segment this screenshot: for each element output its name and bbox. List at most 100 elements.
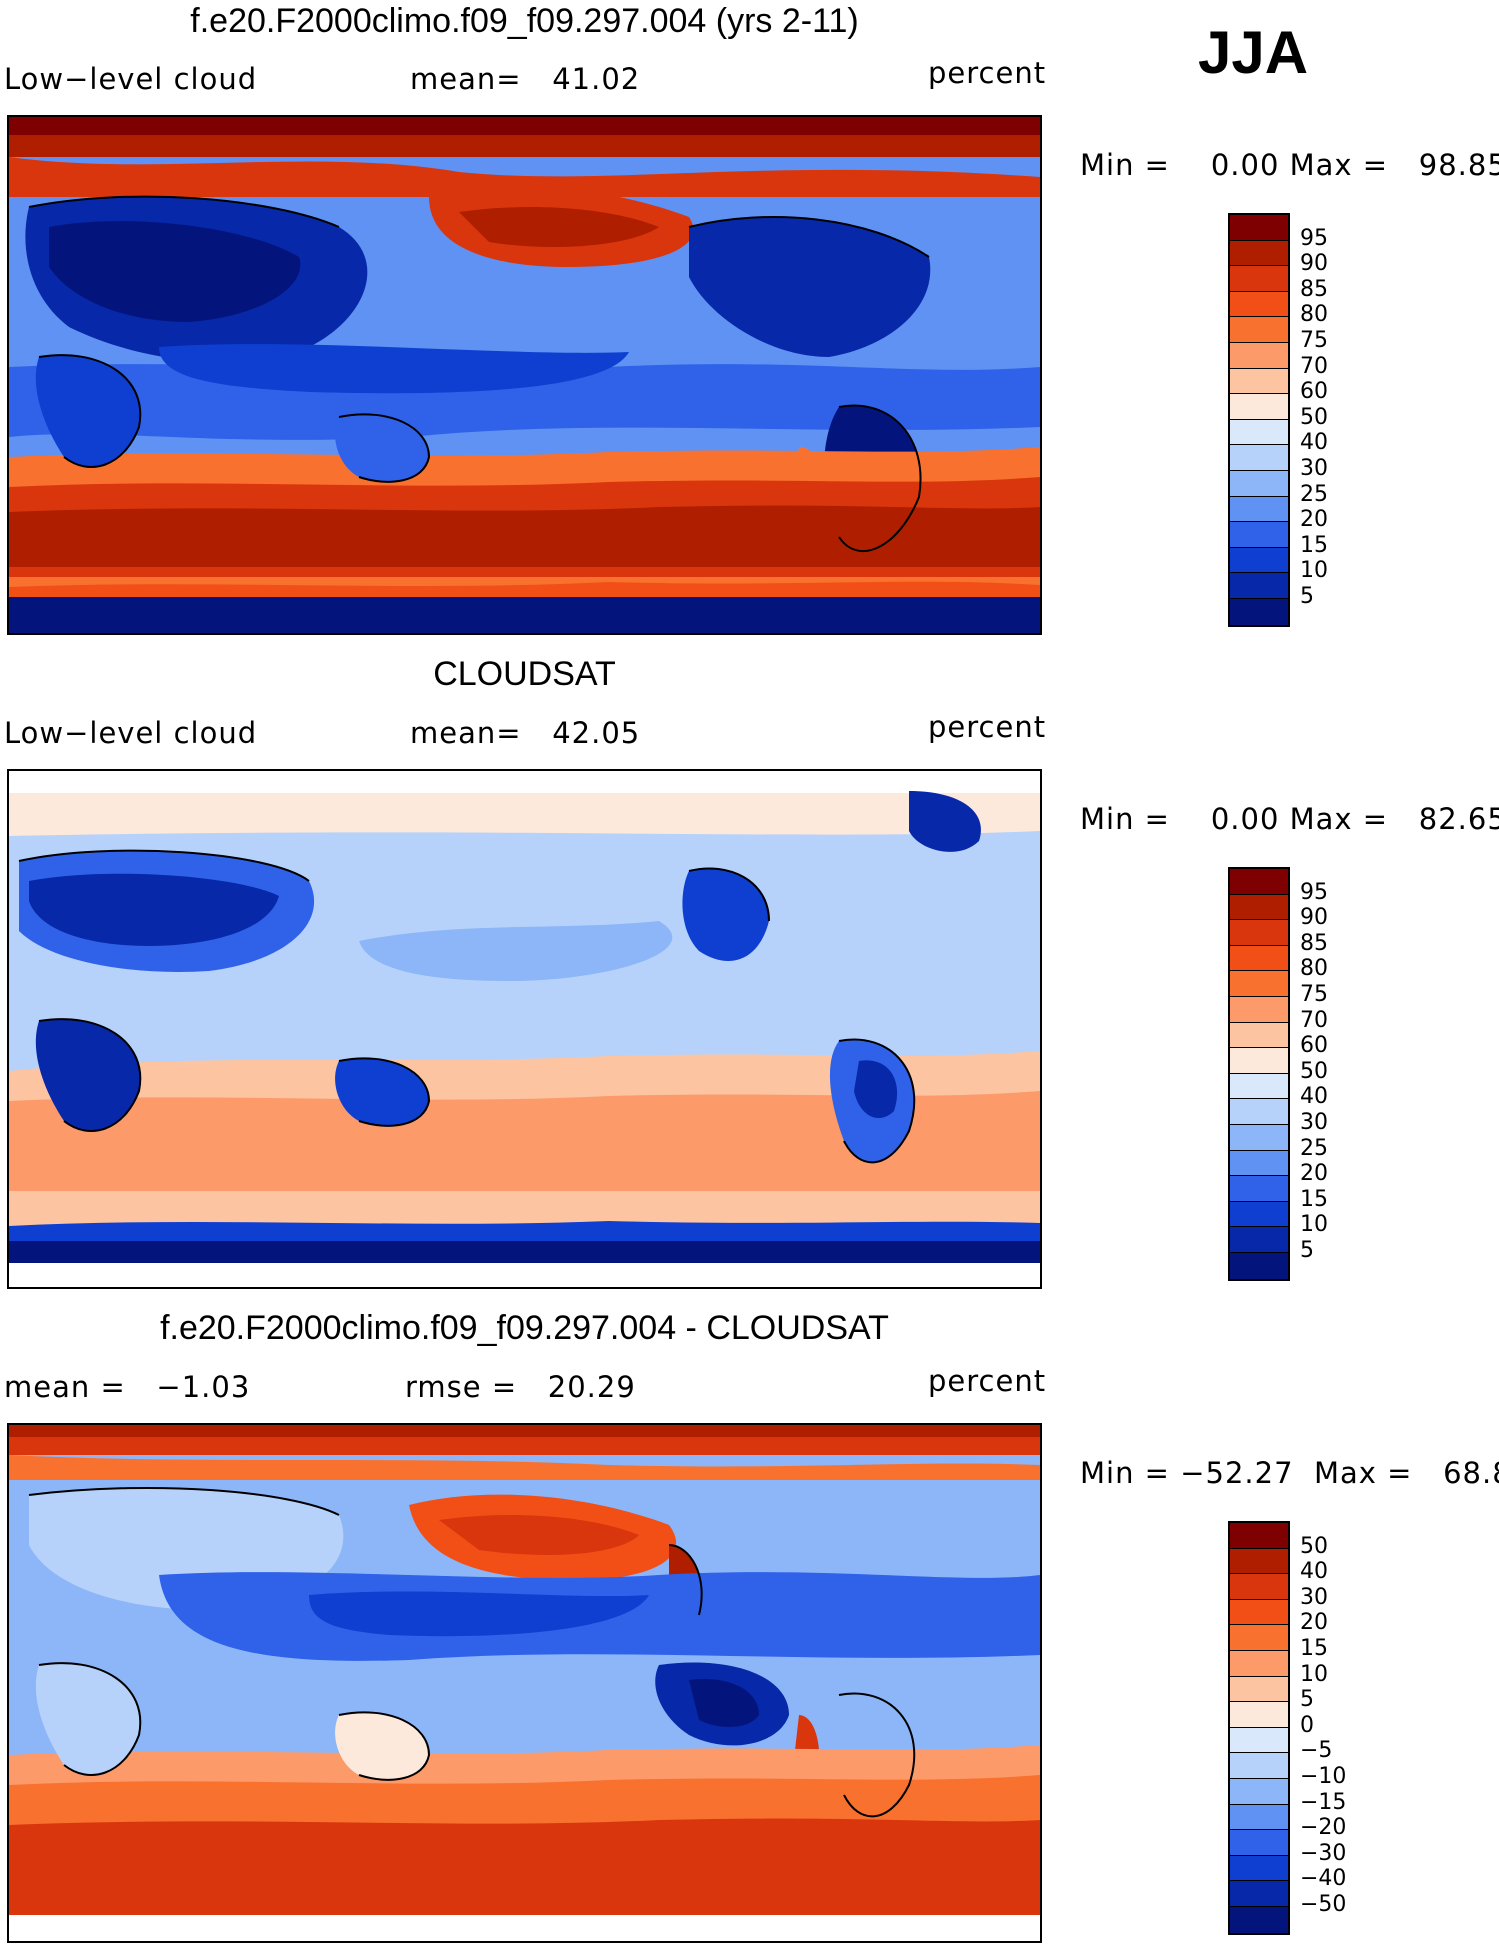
colorbar-swatch — [1230, 1073, 1288, 1100]
colorbar-swatch — [1230, 291, 1288, 318]
colorbar-swatch — [1230, 215, 1288, 241]
colorbar-tick-label: 60 — [1300, 1033, 1328, 1059]
colorbar-tick-label: 75 — [1300, 328, 1328, 353]
colorbar-swatch — [1230, 1099, 1288, 1125]
colorbar-tick-label: 90 — [1300, 905, 1328, 931]
colorbar-swatch — [1230, 1855, 1288, 1882]
colorbar-tick-label: 30 — [1300, 1584, 1328, 1610]
panel2-units-label: percent — [928, 710, 1047, 744]
colorbar-tick-label: 40 — [1300, 1084, 1328, 1110]
colorbar-tick-label: 90 — [1300, 251, 1328, 277]
colorbar-tick-label: 20 — [1300, 1161, 1328, 1187]
colorbar-tick-label: 50 — [1300, 404, 1328, 430]
colorbar-swatch — [1230, 470, 1288, 497]
colorbar-swatch — [1230, 971, 1288, 997]
colorbar-swatch — [1230, 945, 1288, 972]
colorbar-tick-label: −50 — [1300, 1892, 1347, 1917]
colorbar-tick-label: −10 — [1300, 1764, 1347, 1789]
colorbar-swatch — [1230, 496, 1288, 523]
panel1-title: f.e20.F2000climo.f09_f09.297.004 (yrs 2-… — [190, 2, 859, 40]
colorbar-tick-label: 30 — [1300, 1110, 1328, 1135]
colorbar-swatch — [1230, 1753, 1288, 1779]
colorbar-tick-label: 70 — [1300, 1007, 1328, 1033]
panel2-variable-label: Low−level cloud — [4, 716, 258, 750]
colorbar-swatch — [1230, 1676, 1288, 1703]
colorbar-swatch — [1230, 996, 1288, 1023]
panel3-minmax: Min = −52.27 Max = 68.84 — [1080, 1456, 1499, 1490]
panel1-units-label: percent — [928, 56, 1047, 90]
colorbar-swatch — [1230, 1176, 1288, 1202]
panel3-map-svg — [9, 1425, 1040, 1941]
colorbar-swatch — [1230, 894, 1288, 921]
colorbar-swatch — [1230, 1252, 1288, 1279]
colorbar-tick-label: 40 — [1300, 430, 1328, 456]
colorbar-swatch — [1230, 1881, 1288, 1907]
colorbar-swatch — [1230, 368, 1288, 395]
colorbar-tick-label: −15 — [1300, 1789, 1347, 1815]
colorbar-tick-label: 75 — [1300, 982, 1328, 1007]
colorbar-tick-label: 10 — [1300, 558, 1328, 584]
colorbar-swatch — [1230, 1201, 1288, 1228]
panel2-map-svg — [9, 771, 1040, 1287]
colorbar-tick-label: 95 — [1300, 225, 1328, 251]
colorbar-tick-label: 85 — [1300, 930, 1328, 956]
panel3-rmse-label: rmse = 20.29 — [405, 1370, 636, 1404]
colorbar-tick-label: 20 — [1300, 1610, 1328, 1636]
colorbar-tick-label: 15 — [1300, 532, 1328, 558]
colorbar-tick-label: 20 — [1300, 507, 1328, 533]
colorbar-tick-label: 80 — [1300, 302, 1328, 328]
colorbar-tick-label: 50 — [1300, 1058, 1328, 1084]
season-label: JJA — [1198, 19, 1309, 86]
panel2-minmax: Min = 0.00 Max = 82.65 — [1080, 802, 1499, 836]
colorbar-swatch — [1230, 1227, 1288, 1253]
colorbar-tick-label: 15 — [1300, 1186, 1328, 1212]
colorbar-swatch — [1230, 240, 1288, 267]
colorbar-swatch — [1230, 522, 1288, 548]
colorbar-tick-label: −30 — [1300, 1840, 1347, 1866]
colorbar-swatch — [1230, 1906, 1288, 1933]
colorbar-swatch — [1230, 547, 1288, 574]
colorbar-swatch — [1230, 1548, 1288, 1575]
colorbar-swatch — [1230, 317, 1288, 343]
colorbar-tick-label: −20 — [1300, 1815, 1347, 1841]
colorbar-tick-label: 70 — [1300, 353, 1328, 379]
colorbar-tick-label: 95 — [1300, 879, 1328, 905]
colorbar-tick-label: −5 — [1300, 1738, 1333, 1764]
panel3-colorbar — [1228, 1521, 1290, 1935]
colorbar-swatch — [1230, 394, 1288, 420]
colorbar-tick-label: 25 — [1300, 1135, 1328, 1161]
colorbar-swatch — [1230, 342, 1288, 369]
panel3-title: f.e20.F2000climo.f09_f09.297.004 - CLOUD… — [160, 1309, 889, 1347]
colorbar-tick-label: −40 — [1300, 1866, 1347, 1892]
colorbar-swatch — [1230, 1804, 1288, 1831]
colorbar-tick-label: 80 — [1300, 956, 1328, 982]
colorbar-swatch — [1230, 1124, 1288, 1151]
colorbar-tick-label: 40 — [1300, 1559, 1328, 1585]
colorbar-swatch — [1230, 598, 1288, 625]
colorbar-tick-label: 10 — [1300, 1212, 1328, 1238]
panel1-minmax: Min = 0.00 Max = 98.85 — [1080, 148, 1499, 182]
colorbar-swatch — [1230, 1574, 1288, 1600]
panel1-map — [7, 115, 1042, 635]
colorbar-tick-label: 60 — [1300, 379, 1328, 405]
panel1-map-svg — [9, 117, 1040, 633]
panel1-colorbar — [1228, 213, 1290, 627]
colorbar-swatch — [1230, 869, 1288, 895]
colorbar-tick-label: 30 — [1300, 456, 1328, 481]
colorbar-swatch — [1230, 419, 1288, 446]
colorbar-swatch — [1230, 920, 1288, 946]
colorbar-swatch — [1230, 445, 1288, 471]
colorbar-tick-label: 85 — [1300, 276, 1328, 302]
panel3-map — [7, 1423, 1042, 1943]
colorbar-swatch — [1230, 1022, 1288, 1049]
colorbar-swatch — [1230, 1650, 1288, 1677]
colorbar-swatch — [1230, 1150, 1288, 1177]
colorbar-swatch — [1230, 1599, 1288, 1626]
colorbar-tick-label: 5 — [1300, 1687, 1314, 1713]
panel2-colorbar — [1228, 867, 1290, 1281]
colorbar-tick-label: 10 — [1300, 1661, 1328, 1687]
panel2-map — [7, 769, 1042, 1289]
colorbar-swatch — [1230, 266, 1288, 292]
colorbar-tick-label: 15 — [1300, 1636, 1328, 1661]
colorbar-swatch — [1230, 1523, 1288, 1549]
